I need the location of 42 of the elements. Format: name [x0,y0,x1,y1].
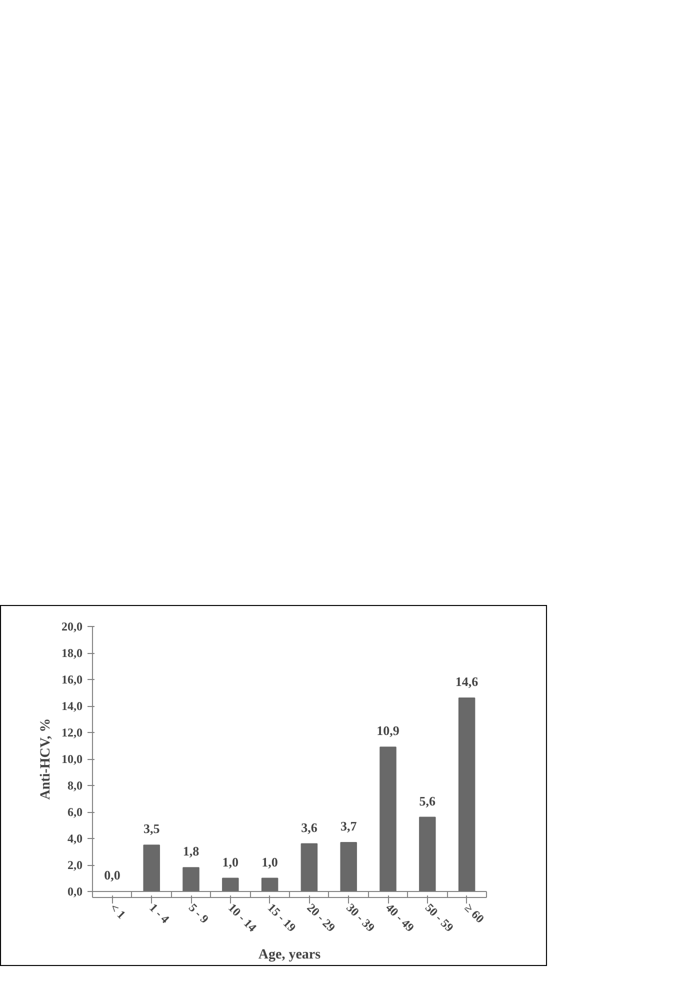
bar [222,878,239,892]
x-tick-label: < 1 [107,900,128,922]
bar [261,878,278,892]
x-tick-label: 1 - 4 [146,900,172,926]
bar [340,842,357,892]
data-label: 5,6 [419,793,436,808]
x-tick-label: 15 - 19 [264,900,299,934]
y-tick-label: 10,0 [62,752,82,766]
x-axis-title: Age, years [258,947,322,962]
y-tick-label: 12,0 [62,726,82,740]
x-tick-label: ≥ 60 [462,900,488,926]
x-tick-label: 10 - 14 [225,900,260,934]
data-label: 3,5 [143,821,160,836]
bar [419,816,436,892]
data-label: 10,9 [376,723,400,738]
y-tick-label: 4,0 [68,832,82,846]
y-tick-label: 8,0 [68,778,82,792]
data-label: 3,7 [340,818,358,834]
x-tick-label: 5 - 9 [186,900,212,926]
x-tick-label: 50 - 59 [422,900,456,934]
y-tick-label: 16,0 [62,672,82,686]
bar [182,867,200,892]
y-tick-label: 20,0 [62,620,82,634]
x-tick-label: 40 - 49 [383,900,417,934]
data-label: 1,0 [222,854,239,870]
data-label: 1,8 [182,844,200,859]
bar [458,698,476,892]
y-tick-label: 6,0 [68,805,82,819]
y-tick-label: 18,0 [62,646,82,660]
bar [300,843,318,892]
x-tick-label: 30 - 39 [344,900,378,934]
y-tick-label: 2,0 [68,858,82,872]
data-label: 0,0 [104,868,120,882]
bar [380,746,396,892]
y-tick-label: 14,0 [62,699,82,713]
y-tick-label: 0,0 [68,884,82,898]
bar [143,844,160,892]
data-label: 14,6 [455,674,479,690]
data-label: 3,6 [301,820,318,835]
y-axis-title: Anti-HCV, % [38,718,54,800]
x-tick-label: 20 - 29 [304,900,338,934]
data-label: 1,0 [262,854,278,870]
